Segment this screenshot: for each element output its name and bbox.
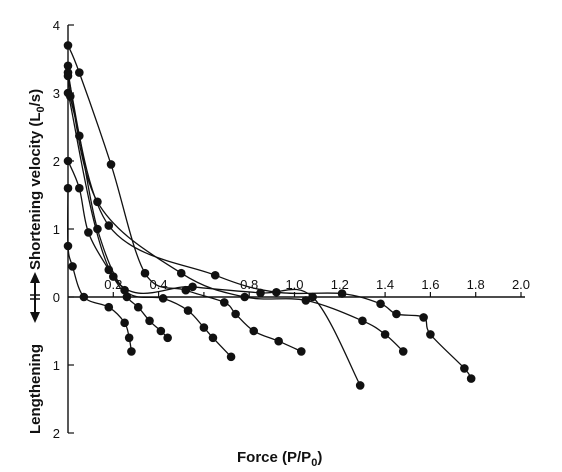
data-point	[63, 183, 73, 193]
data-point	[460, 364, 469, 373]
series-curve-5	[67, 72, 404, 352]
data-point	[75, 131, 84, 141]
data-point	[120, 318, 129, 328]
data-point	[122, 292, 132, 302]
x-tick-label: 1.2	[331, 277, 349, 292]
y-axis-title-shortening: Shortening velocity (L0/s)	[27, 89, 47, 270]
data-point	[158, 294, 168, 303]
data-point	[63, 241, 73, 251]
y-tick-label: 2	[53, 426, 60, 441]
data-point	[104, 302, 114, 312]
x-tick-label: 1.0	[285, 277, 303, 292]
y-tick-label: 3	[53, 86, 60, 101]
data-point	[199, 323, 209, 332]
data-point	[104, 265, 114, 275]
data-point	[398, 347, 408, 356]
data-point	[93, 224, 102, 234]
x-tick-label: 1.4	[376, 277, 394, 292]
series-curve-1	[66, 188, 133, 352]
data-point	[75, 183, 84, 193]
data-point	[466, 374, 476, 383]
series-curve-7	[67, 92, 361, 386]
data-point	[376, 299, 385, 309]
data-point	[68, 262, 77, 271]
data-point	[226, 352, 236, 362]
data-point	[79, 292, 89, 302]
data-point	[63, 61, 73, 71]
data-point	[231, 309, 240, 319]
data-point	[124, 333, 134, 343]
data-point	[392, 309, 401, 319]
x-axis-title: Force (P/P0)	[237, 449, 322, 469]
data-point	[183, 306, 193, 315]
data-point	[106, 160, 116, 169]
x-axis-title-sub: 0	[311, 457, 317, 469]
data-point	[120, 285, 129, 295]
data-point	[63, 156, 73, 166]
series-curve-4	[67, 45, 302, 352]
data-point	[145, 316, 154, 326]
data-point	[75, 68, 84, 77]
y-tick-label: 1	[53, 358, 60, 373]
data-point	[296, 347, 306, 356]
data-point	[219, 298, 229, 307]
data-point	[163, 333, 172, 343]
data-point	[63, 71, 73, 81]
data-point	[156, 326, 166, 336]
data-point	[210, 270, 220, 280]
data-point	[301, 296, 311, 305]
data-point	[93, 197, 102, 207]
x-tick-label: 1.8	[467, 277, 485, 292]
data-point	[274, 336, 283, 346]
data-point	[337, 289, 347, 298]
data-point	[419, 313, 428, 322]
data-point	[426, 330, 435, 339]
y-tick-label: 2	[53, 154, 60, 169]
data-point	[358, 316, 367, 326]
x-tick-label: 1.6	[421, 277, 439, 292]
data-point	[63, 41, 73, 50]
data-point	[104, 221, 114, 230]
y-axis-title-lengthening: Lengthening	[27, 344, 44, 434]
data-point	[208, 333, 218, 343]
y-tick-label: 1	[53, 222, 60, 237]
direction-arrow-icon	[30, 272, 40, 323]
data-point	[256, 288, 265, 298]
data-point	[63, 88, 73, 98]
data-point	[181, 285, 191, 295]
data-point	[249, 326, 259, 336]
data-point	[380, 330, 390, 339]
x-tick-label: 2.0	[512, 277, 530, 292]
tick-labels: 0.2 0.4 0.8 1.0 1.2 1.4 1.6 1.8 2.0 4 3 2 1 0 1 2	[53, 18, 530, 441]
data-point	[84, 228, 93, 237]
y-axis-title-sub: 0	[35, 106, 47, 112]
data-point	[272, 287, 281, 297]
y-tick-label: 4	[53, 18, 60, 33]
axes	[67, 24, 525, 434]
data-point	[188, 282, 197, 292]
data-point	[308, 292, 317, 302]
data-point	[176, 268, 186, 278]
data-point	[127, 347, 136, 356]
data-point	[133, 302, 143, 312]
x-tick-label: 0.4	[150, 277, 168, 292]
x-tick-label: 0.8	[240, 277, 258, 292]
y-tick-label: 0	[53, 290, 60, 305]
data-point	[240, 292, 249, 302]
data-points	[63, 41, 476, 390]
x-tick-label: 0.2	[104, 277, 122, 292]
data-point	[109, 272, 118, 281]
data-point	[355, 381, 365, 390]
data-point	[140, 268, 150, 278]
